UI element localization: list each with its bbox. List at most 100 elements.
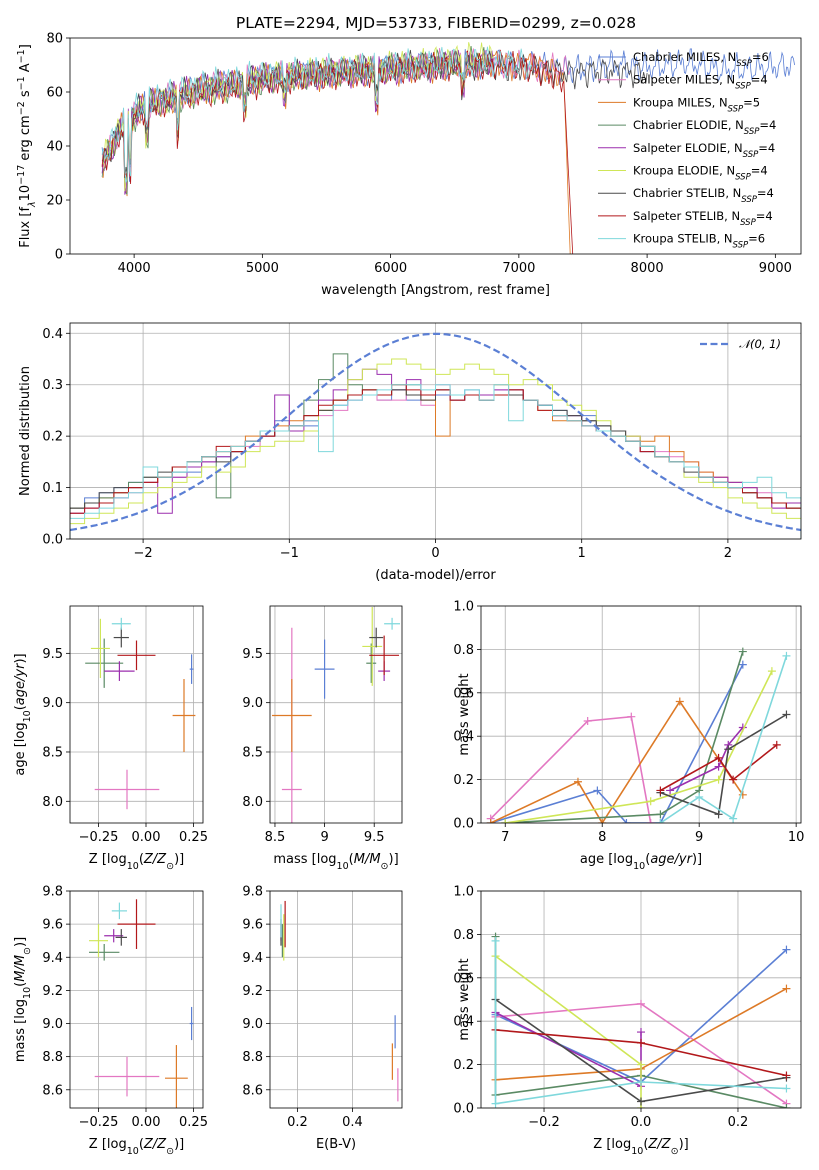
mw-marker (714, 762, 723, 771)
mw-line (660, 744, 778, 792)
mw-marker (637, 1060, 645, 1069)
point-chabrier-miles (314, 639, 335, 699)
mw-line (490, 664, 744, 823)
legend-label: Salpeter STELIB, NSSP=4 (633, 209, 773, 228)
mw-marker (637, 1077, 645, 1086)
mw-marker (656, 810, 665, 819)
y-tick-label: 9.2 (42, 984, 63, 999)
mw-marker (637, 1038, 645, 1047)
mw-marker (782, 1071, 791, 1080)
x-tick-label: 8.5 (265, 830, 286, 845)
y-tick-label: 0.0 (42, 533, 63, 548)
point-chabrier-miles (189, 654, 194, 684)
mw-line (490, 700, 744, 823)
legend-label: Chabrier STELIB, NSSP=4 (633, 186, 774, 205)
mw-marker (695, 792, 704, 801)
x-tick-label: 5000 (246, 261, 279, 276)
y-tick-label: 9.0 (42, 1017, 63, 1032)
y-tick-label: 1.0 (453, 600, 474, 615)
mw-marker (738, 647, 747, 656)
mw-marker (675, 697, 684, 706)
y-tick-label: 40 (46, 140, 63, 155)
y-tick-label: 0.0 (453, 817, 474, 832)
y-tick-label: 60 (46, 86, 63, 101)
mw-marker (656, 786, 665, 795)
y-tick-label: 8.0 (42, 795, 63, 810)
spectrum-frame (69, 37, 802, 255)
age_vs_mass-frame (269, 605, 403, 824)
mw-marker (637, 1028, 645, 1037)
x-tick-label: −0.25 (79, 830, 119, 845)
x-tick-label: 8 (598, 830, 606, 845)
x-tick-label: 0.4 (342, 1115, 363, 1130)
mass_weight_vs_Z-frame (480, 890, 802, 1109)
mass_vs_Z-ylabel: mass [log10(M/M⊙)] (13, 937, 33, 1062)
y-tick-label: 8.8 (42, 1050, 63, 1065)
legend-label: Kroupa MILES, NSSP=5 (633, 95, 760, 114)
legend-label: Salpeter ELODIE, NSSP=4 (633, 141, 775, 160)
mass_vs_ebv-xlabel: E(B-V) (316, 1137, 356, 1152)
y-tick-label: 0 (55, 248, 63, 263)
mw-marker (729, 814, 738, 823)
mw-series-salpeter-stelib (656, 740, 781, 795)
x-tick-label: 0.2 (728, 1115, 749, 1130)
residuals-axes: −2 −1 0 1 2 0.0 0.1 0.2 0.3 0.4 (42, 323, 801, 561)
x-tick-label: 2 (724, 546, 732, 561)
y-tick-label: 9.0 (242, 1017, 263, 1032)
point-salpeter-miles (94, 1056, 160, 1097)
point-chabrier-miles (189, 1006, 194, 1041)
x-tick-label: 0.25 (179, 830, 208, 845)
mass_vs_ebv-frame (269, 890, 403, 1109)
y-tick-label: 0.6 (453, 971, 474, 986)
point-kroupa-miles (165, 1045, 188, 1108)
mw-marker (501, 819, 510, 823)
point-kroupa-stelib (111, 617, 131, 630)
residuals-xlabel: (data-model)/error (375, 568, 496, 583)
point-salpeter-stelib (117, 640, 156, 671)
x-tick-label: 7 (501, 830, 509, 845)
point-chabrier-stelib (369, 627, 384, 648)
age_vs_mass-xlabel: mass [log10(M/M⊙)] (273, 852, 398, 872)
mw-marker (772, 740, 781, 749)
point-salpeter-elodie (104, 661, 135, 681)
mw-line (505, 651, 744, 823)
mw-marker (782, 1084, 791, 1093)
spectrum-axes: 4000 5000 6000 7000 8000 9000 0 20 40 60 80 (46, 32, 791, 277)
mass_vs_Z-axes: −0.25 0.00 0.25 8.6 8.8 9.0 9.2 9.4 9.6 9.8 (42, 885, 208, 1131)
mw-marker (782, 984, 791, 993)
y-tick-label: 0.8 (453, 643, 474, 658)
point-kroupa-elodie (362, 606, 383, 686)
y-tick-label: 80 (46, 32, 63, 47)
mw-marker (738, 660, 747, 669)
y-tick-label: 8.5 (42, 745, 63, 760)
y-tick-label: 8.0 (242, 795, 263, 810)
mw-marker (724, 745, 733, 754)
spectrum-line-kroupa-stelib (101, 46, 533, 184)
y-tick-label: 8.6 (42, 1083, 63, 1098)
y-tick-label: 0.2 (453, 773, 474, 788)
y-tick-label: 0.8 (453, 928, 474, 943)
point-kroupa-elodie (90, 618, 110, 679)
mw-line (494, 940, 787, 1105)
spectrum-legend: Chabrier MILES, NSSP=6 Salpeter MILES, NS… (598, 50, 776, 251)
point-chabrier-stelib (113, 627, 129, 648)
y-tick-label: 9.4 (242, 951, 263, 966)
mass_weight_vs_age-ylabel: mass weight (457, 673, 472, 755)
spectrum-ylabel: Flux [fλ10−17 erg cm−2 s−1 A−1] (16, 44, 38, 248)
point-salpeter-elodie (104, 929, 124, 943)
residuals-legend: 𝒩(0, 1) (700, 337, 781, 351)
point-kroupa-elodie (89, 924, 108, 958)
point-chabrier-stelib (115, 929, 127, 946)
x-tick-label: −0.25 (79, 1115, 119, 1130)
mw-marker (714, 775, 723, 784)
y-tick-label: 0.4 (453, 1015, 474, 1030)
mw-marker (622, 819, 631, 823)
mw-series-kroupa-stelib (491, 936, 791, 1108)
mw-marker (656, 819, 665, 823)
gaussian-curve (70, 332, 801, 532)
mw-marker (491, 936, 500, 945)
y-tick-label: 9.4 (42, 951, 63, 966)
age_vs_Z-xlabel: Z [log10(Z/Z⊙)] (89, 852, 184, 872)
x-tick-label: 0.2 (287, 1115, 308, 1130)
